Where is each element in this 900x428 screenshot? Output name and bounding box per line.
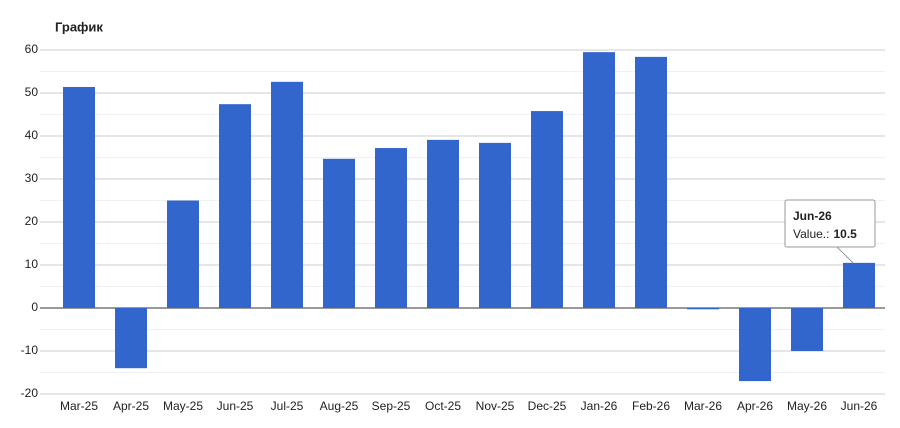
x-tick-label: Jun-25: [217, 399, 254, 413]
bar: [63, 86, 95, 308]
bar: [375, 148, 407, 308]
y-tick-label: 50: [25, 85, 39, 99]
bar: [739, 308, 771, 382]
x-tick-label: Aug-25: [320, 399, 359, 413]
bar: [219, 104, 251, 309]
bar: [583, 52, 615, 309]
x-tick-label: Apr-25: [113, 399, 149, 413]
tooltip-label: Value.: 10.5: [793, 227, 857, 241]
x-tick-label: May-25: [163, 399, 203, 413]
x-tick-label: Mar-25: [60, 399, 98, 413]
bar: [323, 158, 355, 308]
bar: [791, 308, 823, 351]
x-tick-label: Dec-25: [528, 399, 567, 413]
x-tick-label: Sep-25: [372, 399, 411, 413]
tooltip-title: Jun-26: [793, 209, 832, 223]
y-tick-label: 60: [25, 42, 39, 56]
x-tick-label: Jan-26: [581, 399, 618, 413]
bar: [843, 262, 875, 308]
y-tick-label: -20: [21, 386, 39, 400]
x-tick-label: Jul-25: [271, 399, 304, 413]
x-tick-label: Apr-26: [737, 399, 773, 413]
y-tick-label: 10: [25, 257, 39, 271]
chart-title: График: [55, 19, 103, 34]
tooltip-box: [784, 199, 876, 248]
y-tick-label: 20: [25, 214, 39, 228]
y-tick-label: 40: [25, 128, 39, 142]
x-tick-label: Mar-26: [684, 399, 722, 413]
x-tick-label: Feb-26: [632, 399, 670, 413]
x-tick-label: May-26: [787, 399, 827, 413]
bar: [427, 139, 459, 308]
x-tick-label: Jun-26: [841, 399, 878, 413]
x-tick-label: Oct-25: [425, 399, 461, 413]
bar: [479, 142, 511, 308]
bar: [115, 308, 147, 369]
bar: [635, 56, 667, 308]
tooltip-value: 10.5: [833, 227, 857, 241]
bar: [271, 81, 303, 308]
y-tick-label: 30: [25, 171, 39, 185]
bar: [531, 111, 563, 308]
tooltip-label-text: Value.:: [793, 227, 829, 241]
y-tick-label: -10: [21, 343, 39, 357]
y-tick-label: 0: [31, 300, 38, 314]
bar: [167, 200, 199, 308]
bar: [687, 308, 719, 310]
tooltip-pointer: [836, 246, 854, 264]
x-tick-label: Nov-25: [476, 399, 515, 413]
